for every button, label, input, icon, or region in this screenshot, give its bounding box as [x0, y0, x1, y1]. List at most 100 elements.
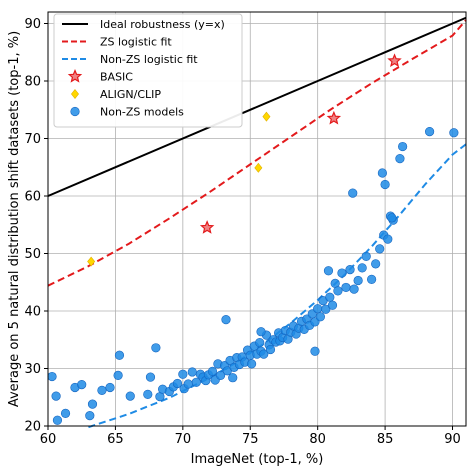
data-point: [105, 382, 115, 393]
data-point: [262, 111, 271, 122]
y-axis-ticks: 20 30 40 50 60 70 80 90: [24, 17, 48, 435]
data-point: [215, 370, 226, 381]
x-axis-label: ImageNet (top-1, %): [191, 452, 324, 467]
series-line: [88, 143, 467, 429]
data-point: [387, 213, 397, 223]
data-point: [145, 372, 156, 382]
data-point: [151, 343, 161, 353]
data-point: [348, 188, 358, 198]
data-point: [310, 346, 320, 356]
plot-frame: [47, 11, 467, 427]
data-point: [77, 380, 87, 390]
x-tick-label: 85: [377, 432, 394, 447]
data-point: [207, 366, 218, 376]
x-tick-label: 70: [175, 432, 192, 447]
data-point: [371, 259, 381, 269]
data-point: [265, 344, 276, 355]
data-point: [367, 274, 377, 284]
legend-entry: Non-ZS models: [100, 106, 184, 119]
legend-entry: ZS logistic fit: [100, 36, 172, 49]
data-point: [52, 415, 63, 425]
data-point: [377, 168, 388, 178]
series-line: [47, 19, 467, 287]
data-point: [380, 179, 390, 190]
data-point: [333, 286, 343, 296]
y-axis-label: Average on 5 natural distribution shift …: [7, 31, 22, 407]
data-point: [221, 315, 231, 325]
data-point: [255, 338, 265, 348]
x-tick-label: 65: [107, 432, 124, 447]
data-point: [187, 367, 197, 377]
data-point: [361, 251, 371, 261]
data-point: [87, 256, 96, 267]
data-point: [47, 371, 57, 382]
data-point: [247, 359, 257, 369]
y-tick-label: 30: [24, 362, 41, 377]
fit-lines: [47, 16, 467, 429]
series-line: [47, 16, 467, 197]
data-point: [424, 127, 435, 137]
grid: [47, 12, 466, 427]
data-point: [87, 399, 98, 409]
data-point: [315, 312, 325, 322]
data-point: [323, 266, 334, 276]
data-point: [327, 300, 338, 310]
y-tick-label: 80: [24, 75, 41, 90]
data-point: [325, 292, 335, 302]
x-tick-label: 60: [40, 432, 57, 447]
y-tick-label: 40: [24, 305, 41, 320]
data-point: [259, 349, 269, 359]
y-tick-label: 90: [24, 17, 41, 32]
data-point: [326, 110, 342, 125]
data-point: [113, 370, 123, 381]
data-point: [449, 128, 459, 138]
data-point: [199, 220, 215, 234]
data-point: [321, 304, 331, 314]
legend-swatch: [67, 68, 83, 83]
data-point: [345, 265, 355, 275]
legend-entry: BASIC: [100, 71, 133, 84]
x-tick-label: 75: [242, 432, 259, 447]
x-axis-ticks: 60 65 70 75 80 85 90: [40, 426, 461, 447]
y-tick-label: 60: [24, 190, 41, 205]
data-point: [60, 408, 71, 418]
markers: [47, 53, 459, 425]
data-point: [97, 385, 107, 395]
legend-swatch: [71, 89, 79, 99]
data-point: [256, 327, 266, 337]
data-point: [125, 391, 135, 401]
data-point: [172, 378, 183, 389]
data-point: [85, 411, 95, 421]
data-point: [114, 350, 125, 360]
data-point: [387, 53, 402, 67]
data-point: [228, 373, 238, 383]
data-point: [178, 369, 188, 379]
legend-entry: Non-ZS logistic fit: [100, 53, 198, 66]
data-point: [191, 377, 201, 387]
data-point: [337, 268, 347, 278]
data-point: [313, 304, 323, 314]
data-point: [51, 391, 61, 401]
data-point: [357, 263, 367, 273]
x-tick-label: 90: [444, 432, 461, 447]
data-point: [383, 234, 393, 244]
y-tick-label: 50: [24, 247, 41, 262]
legend-swatch: [70, 106, 80, 117]
legend: Ideal robustness (y=x) ZS logistic fit Non…: [53, 13, 243, 128]
y-tick-label: 20: [24, 420, 41, 435]
data-point: [353, 275, 363, 286]
x-tick-label: 80: [309, 432, 326, 447]
legend-box: [53, 13, 243, 128]
data-point: [395, 154, 405, 164]
data-point: [143, 389, 153, 399]
y-tick-label: 70: [24, 132, 41, 147]
data-point: [398, 141, 408, 152]
data-point: [341, 282, 351, 293]
data-point: [349, 284, 359, 294]
data-point: [375, 244, 385, 254]
legend-entry: ALIGN/CLIP: [100, 88, 161, 101]
data-point: [183, 379, 193, 389]
data-point: [254, 162, 263, 173]
legend-entry: Ideal robustness (y=x): [100, 18, 225, 31]
